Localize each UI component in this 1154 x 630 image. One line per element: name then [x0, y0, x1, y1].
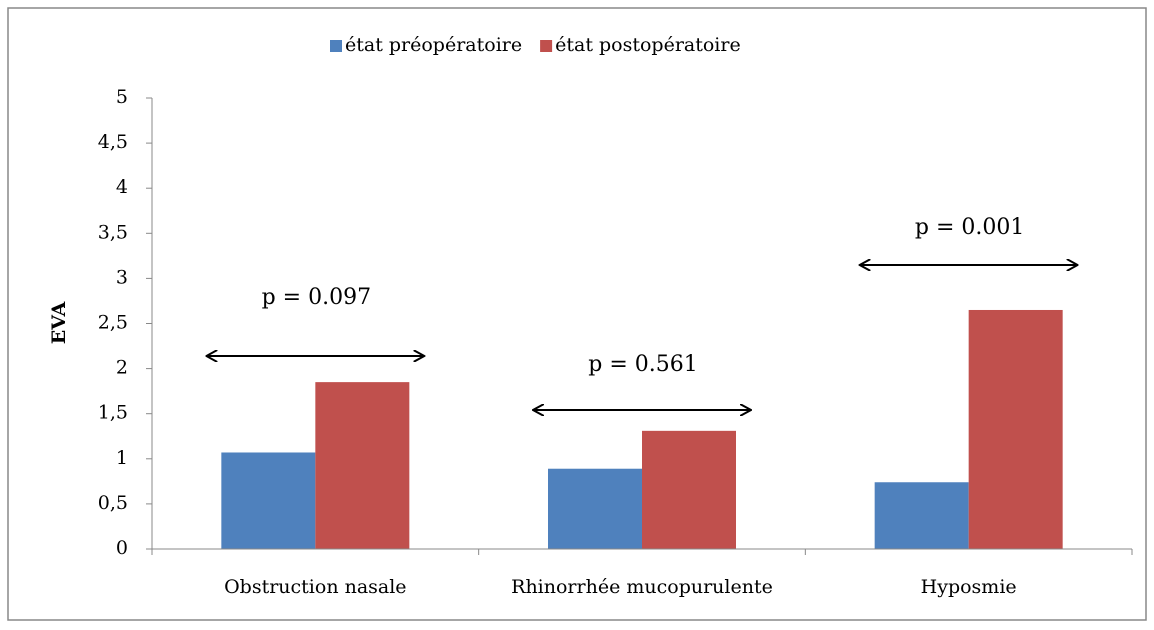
y-tick-label: 0: [116, 537, 128, 559]
y-tick-label: 4,5: [98, 131, 128, 153]
y-tick-label: 1: [116, 447, 128, 469]
legend-label: état postopératoire: [555, 34, 741, 56]
y-axis-label: EVA: [48, 302, 70, 345]
annotation: p = 0.001: [915, 215, 1024, 240]
y-tick-label: 0,5: [98, 492, 128, 514]
legend-swatch: [330, 40, 342, 52]
bar: [315, 382, 410, 549]
legend-label: état préopératoire: [345, 34, 522, 56]
y-tick-label: 3,5: [98, 221, 128, 243]
bar: [968, 309, 1063, 549]
bar: [221, 452, 316, 549]
y-tick-label: 1,5: [98, 402, 128, 424]
bar: [642, 430, 736, 549]
annotation: p = 0.097: [262, 285, 371, 310]
bar: [874, 482, 969, 549]
x-tick-label: Obstruction nasale: [224, 576, 406, 598]
annotation: p = 0.561: [588, 352, 697, 377]
legend-swatch: [540, 40, 553, 52]
x-tick-label: Hyposmie: [921, 576, 1017, 598]
bar: [548, 468, 642, 549]
y-tick-label: 3: [116, 266, 128, 288]
y-tick-label: 2,5: [98, 312, 128, 334]
y-tick-label: 4: [116, 176, 128, 198]
y-tick-label: 2: [116, 357, 128, 379]
y-tick-label: 5: [116, 86, 128, 108]
x-tick-label: Rhinorrhée mucopurulente: [511, 576, 773, 598]
